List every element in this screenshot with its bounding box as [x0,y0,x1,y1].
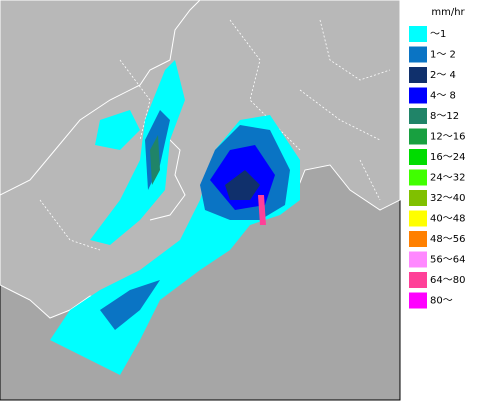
legend-swatch [409,128,427,145]
legend-label: 12～16 [430,132,465,143]
legend-label: 40～48 [430,214,465,225]
legend-label: 1～ 2 [430,50,456,61]
legend-unit: mm/hr [431,7,465,18]
legend-swatch [409,210,427,227]
legend-swatch [409,46,427,63]
coastline [0,0,201,196]
legend-label: 56～64 [430,255,465,266]
legend-label: 2～ 4 [430,70,456,81]
legend-label: 4～ 8 [430,91,456,102]
legend: ～1 1～ 2 2～ 4 4～ 8 8～12 12～16 16～24 24～32 32～40 40… [409,26,465,309]
legend-swatch [409,231,427,247]
legend-swatch [409,169,427,186]
legend-swatch [409,67,427,83]
legend-label: 32～40 [430,193,465,204]
map [0,0,401,401]
legend-label: 8～12 [430,111,459,122]
legend-swatch [409,149,427,165]
legend-label: 48～56 [430,234,465,245]
borders [39,19,391,251]
coastline [149,129,186,221]
legend-swatch [409,26,427,42]
radar-echo [50,60,300,375]
legend-swatch [409,272,427,288]
legend-label: 24～32 [430,173,465,184]
legend-swatch [409,190,427,206]
legend-swatch [409,251,427,268]
legend-swatch [409,292,427,309]
legend-label: ～1 [430,29,446,40]
legend-label: 64～80 [430,275,465,286]
legend-label: 16～24 [430,152,465,163]
legend-swatch [409,108,427,124]
legend-swatch [409,87,427,104]
legend-label: 80～ [430,296,453,307]
